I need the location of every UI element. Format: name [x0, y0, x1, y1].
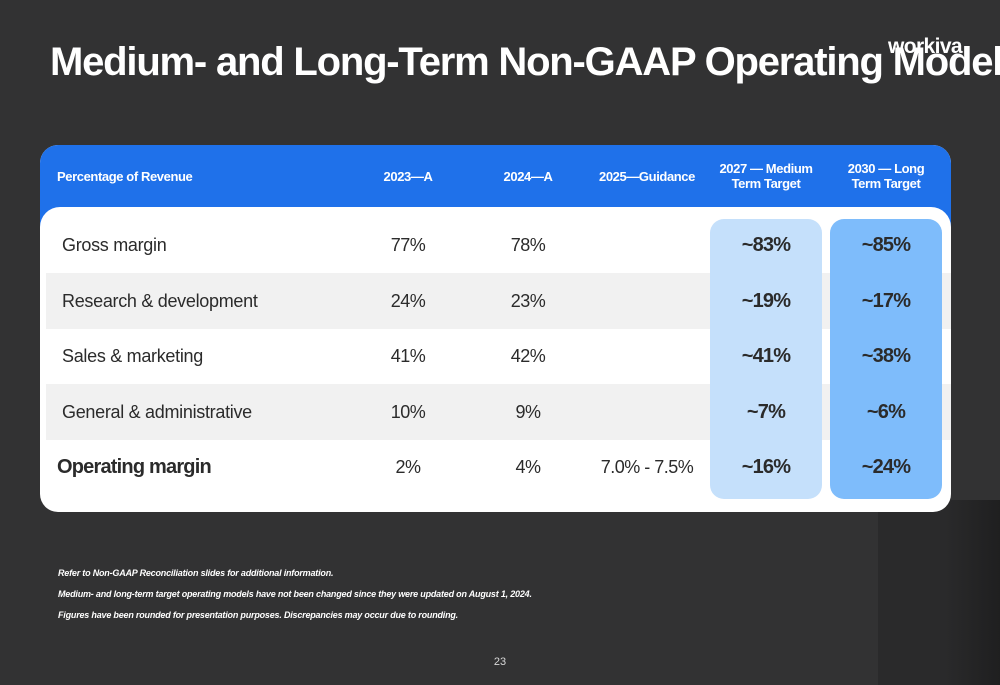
row-label-general-administrative: General & administrative: [62, 401, 252, 422]
cell-gross-margin-2027: ~83%: [741, 233, 791, 256]
header-2024: 2024—A: [503, 168, 553, 184]
footnote-reconciliation: Refer to Non-GAAP Reconciliation slides …: [58, 568, 334, 578]
cell-general-2027: ~7%: [746, 400, 786, 423]
cell-gross-margin-2030: ~85%: [861, 233, 911, 256]
cell-sales-2024: 42%: [510, 345, 546, 366]
cell-sales-2027: ~41%: [741, 344, 791, 367]
row-label-sales-marketing: Sales & marketing: [62, 345, 203, 366]
cell-gross-margin-2024: 78%: [510, 234, 546, 255]
highlight-2030-column: [830, 219, 942, 499]
header-2027-medium-term: 2027 — Medium Term Target: [719, 161, 813, 191]
row-label-research-development: Research & development: [62, 290, 258, 311]
footnote-rounding: Figures have been rounded for presentati…: [58, 610, 458, 620]
cell-operating-2027: ~16%: [741, 455, 791, 478]
header-2025-guidance: 2025—Guidance: [599, 168, 695, 184]
cell-operating-2024: 4%: [515, 456, 541, 477]
cell-sales-2030: ~38%: [861, 344, 911, 367]
cell-general-2023: 10%: [390, 401, 426, 422]
cell-general-2030: ~6%: [866, 400, 906, 423]
highlight-2027-column: [710, 219, 822, 499]
cell-gross-margin-2023: 77%: [390, 234, 426, 255]
cell-research-2025: [587, 273, 707, 329]
row-label-operating-margin: Operating margin: [57, 455, 212, 478]
cell-operating-2030: ~24%: [861, 455, 911, 478]
row-label-gross-margin: Gross margin: [62, 234, 167, 255]
cell-general-2025: [587, 384, 707, 440]
cell-research-2023: 24%: [390, 290, 426, 311]
cell-sales-2025: [587, 328, 707, 384]
cell-sales-2023: 41%: [390, 345, 426, 366]
cell-research-2027: ~19%: [741, 289, 791, 312]
header-percentage-of-revenue: Percentage of Revenue: [57, 168, 193, 184]
background-shadow-column: [878, 500, 1000, 685]
header-2023: 2023—A: [383, 168, 433, 184]
cell-research-2030: ~17%: [861, 289, 911, 312]
cell-operating-2023: 2%: [395, 456, 421, 477]
footnote-model-update: Medium- and long-term target operating m…: [58, 589, 532, 599]
cell-gross-margin-2025: [587, 217, 707, 273]
header-2030-long-term: 2030 — Long Term Target: [847, 161, 925, 191]
cell-general-2024: 9%: [515, 401, 541, 422]
page-title: Medium- and Long-Term Non-GAAP Operating…: [50, 40, 1000, 84]
workiva-logo: workiva: [888, 35, 963, 58]
cell-research-2024: 23%: [510, 290, 546, 311]
cell-operating-2025: 7.0% - 7.5%: [600, 456, 694, 477]
page-number: 23: [493, 656, 507, 668]
operating-model-table: Percentage of Revenue 2023—A 2024—A 2025…: [40, 145, 951, 512]
